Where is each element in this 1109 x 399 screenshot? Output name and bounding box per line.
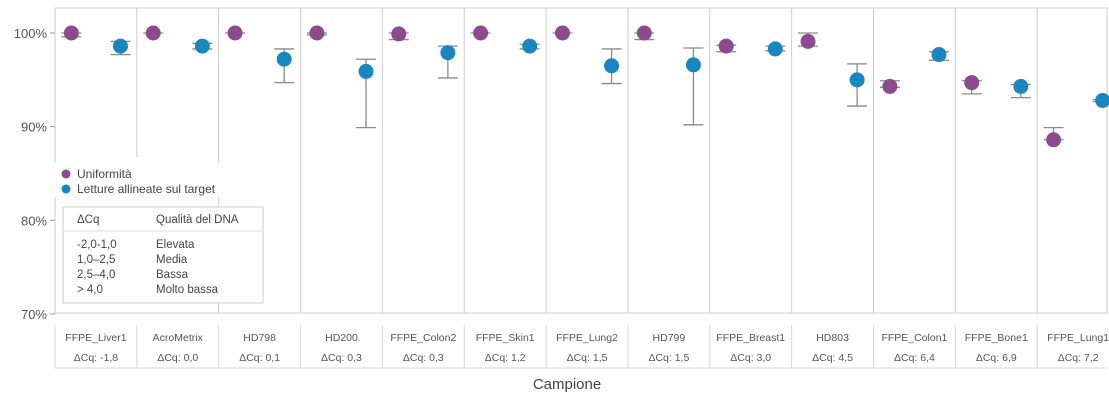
x-tick-sublabel-dcq: ΔCq: 3,0 [730, 352, 771, 364]
point-uniformita [718, 38, 734, 54]
point-letture-allineate [440, 45, 456, 61]
x-axis-title: Campione [533, 376, 601, 393]
x-tick-label: HD803 [816, 332, 849, 344]
quality-table-row-1-quality: Elevata [156, 239, 195, 251]
x-tick-label: FFPE_Liver1 [65, 332, 126, 344]
point-uniformita [145, 25, 161, 41]
y-tick-label: 80% [21, 213, 47, 228]
x-tick-label: FFPE_Colon1 [881, 332, 947, 344]
x-tick-sublabel-dcq: ΔCq: 1,5 [567, 352, 608, 364]
point-uniformita [391, 26, 407, 42]
point-letture-allineate [522, 38, 538, 54]
point-letture-allineate [194, 38, 210, 54]
data-marks [61, 25, 1109, 148]
y-axis: 100% 90% 80% 70% [14, 26, 55, 322]
x-tick-label: FFPE_Lung2 [556, 332, 618, 344]
x-tick-label: FFPE_Bone1 [965, 332, 1028, 344]
quality-table-row-3-quality: Bassa [156, 269, 189, 281]
point-letture-allineate [1013, 78, 1029, 94]
x-tick-label: AcroMetrix [153, 332, 204, 344]
point-letture-allineate [358, 63, 374, 79]
quality-table-header-dcq: ΔCq [77, 214, 99, 226]
quality-table-row-3-dcq: 2,5–4,0 [77, 269, 115, 281]
y-tick-label: 70% [21, 307, 47, 322]
x-tick-label: FFPE_Breast1 [716, 332, 785, 344]
point-uniformita [1046, 132, 1062, 148]
x-tick-sublabel-dcq: ΔCq: 7,2 [1058, 352, 1099, 364]
x-tick-label: FFPE_Skin1 [476, 332, 535, 344]
legend-background [54, 163, 244, 197]
point-uniformita [964, 75, 980, 91]
x-tick-sublabel-dcq: ΔCq: 0,1 [239, 352, 280, 364]
x-tick-sublabel-dcq: ΔCq: 0,3 [403, 352, 444, 364]
point-uniformita [882, 78, 898, 94]
dna-quality-table: ΔCq Qualità del DNA -2,0-1,0 Elevata 1,0… [62, 206, 264, 304]
grid-layer [54, 7, 1108, 369]
x-tick-label: FFPE_Colon2 [390, 332, 456, 344]
x-axis-categories: FFPE_Liver1 ΔCq: -1,8 AcroMetrix ΔCq: 0,0 HD… [65, 332, 1109, 364]
x-tick-sublabel-dcq: ΔCq: 1,2 [485, 352, 526, 364]
point-uniformita [227, 25, 243, 41]
x-tick-sublabel-dcq: ΔCq: 6,4 [894, 352, 935, 364]
plot-frame [54, 7, 1108, 314]
point-letture-allineate [112, 38, 128, 54]
point-letture-allineate [685, 57, 701, 73]
point-uniformita [309, 25, 325, 41]
x-tick-sublabel-dcq: ΔCq: 0,3 [321, 352, 362, 364]
point-uniformita [554, 25, 570, 41]
x-tick-label: FFPE_Lung1 [1047, 332, 1109, 344]
quality-table-header-quality: Qualità del DNA [156, 214, 239, 226]
legend-marker-letture [61, 184, 71, 194]
point-uniformita [800, 33, 816, 49]
point-letture-allineate [1095, 92, 1109, 108]
y-tick-label: 90% [21, 120, 47, 135]
x-tick-sublabel-dcq: ΔCq: 6,9 [976, 352, 1017, 364]
point-uniformita [636, 25, 652, 41]
legend-label-letture: Letture allineate sul target [77, 182, 216, 196]
legend-marker-uniformita [61, 169, 71, 179]
quality-table-frame [62, 206, 264, 304]
x-tick-sublabel-dcq: ΔCq: -1,8 [74, 352, 119, 364]
quality-table-row-1-dcq: -2,0-1,0 [77, 239, 117, 251]
point-letture-allineate [931, 47, 947, 63]
point-letture-allineate [849, 72, 865, 88]
y-tick-label: 100% [14, 26, 48, 41]
quality-table-row-2-dcq: 1,0–2,5 [77, 254, 115, 266]
x-tick-label: HD798 [243, 332, 276, 344]
x-tick-sublabel-dcq: ΔCq: 1,5 [648, 352, 689, 364]
quality-table-row-4-dcq: > 4,0 [77, 284, 103, 296]
point-uniformita [63, 25, 79, 41]
point-letture-allineate [604, 58, 620, 74]
x-tick-sublabel-dcq: ΔCq: 4,5 [812, 352, 853, 364]
legend-label-uniformita: Uniformità [77, 167, 132, 181]
x-tick-label: HD200 [325, 332, 358, 344]
point-letture-allineate [276, 51, 292, 67]
x-tick-sublabel-dcq: ΔCq: 0,0 [157, 352, 198, 364]
quality-table-row-2-quality: Media [156, 254, 188, 266]
legend: Uniformità Letture allineate sul target [54, 163, 244, 197]
point-letture-allineate [767, 41, 783, 57]
point-uniformita [473, 25, 489, 41]
quality-table-row-4-quality: Molto bassa [156, 284, 219, 296]
x-tick-label: HD799 [653, 332, 686, 344]
